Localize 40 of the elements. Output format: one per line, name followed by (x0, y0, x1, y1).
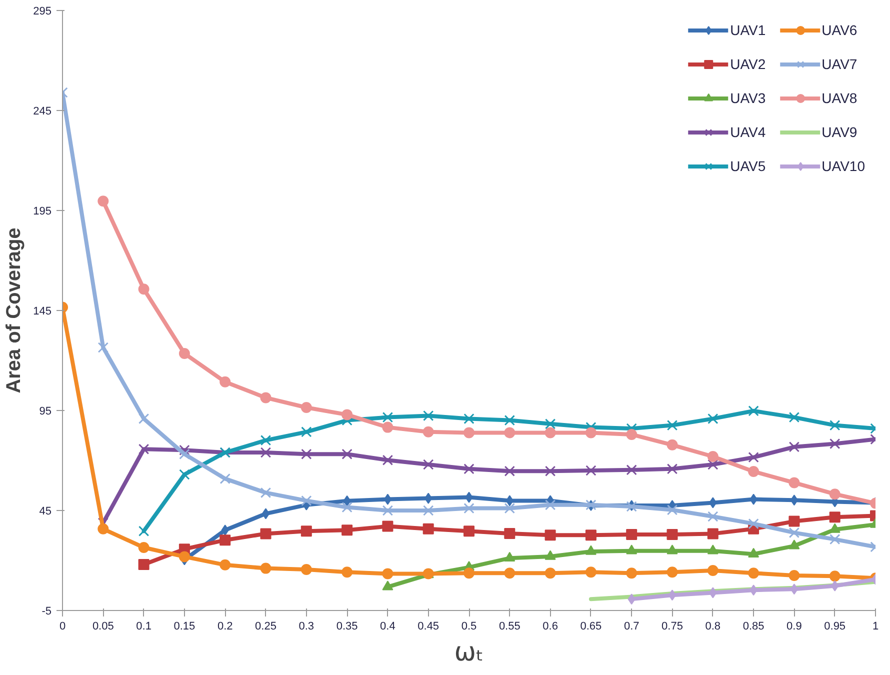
x-tick-label: 0.05 (92, 620, 114, 632)
legend-label: UAV1 (730, 22, 766, 38)
x-tick-label: 0.35 (336, 620, 358, 632)
x-tick-label: 0.5 (461, 620, 477, 632)
legend-label: UAV4 (730, 124, 766, 140)
x-tick-label: 0.45 (418, 620, 440, 632)
x-tick-label: 0.4 (380, 620, 396, 632)
y-axis-title: Area of Coverage (3, 228, 26, 394)
legend-label: UAV8 (822, 90, 858, 106)
legend-label: UAV2 (730, 56, 766, 72)
y-tick-label: 145 (33, 306, 52, 318)
legend-label: UAV3 (730, 90, 766, 106)
x-tick-label: 0 (59, 620, 66, 632)
x-tick-label: 1 (872, 620, 879, 632)
y-tick-label: 195 (33, 206, 52, 218)
x-tick-label: 0.6 (542, 620, 558, 632)
x-tick-label: 0.3 (298, 620, 314, 632)
y-tick-label: -5 (42, 606, 52, 618)
legend-label: UAV9 (822, 124, 858, 140)
y-tick-label: 295 (33, 6, 52, 18)
legend-label: UAV6 (822, 22, 858, 38)
x-tick-label: 0.25 (255, 620, 276, 632)
x-tick-label: 0.65 (580, 620, 602, 632)
legend-label: UAV5 (730, 158, 766, 174)
x-tick-label: 0.95 (824, 620, 846, 632)
x-tick-label: 0.9 (786, 620, 802, 632)
x-tick-label: 0.8 (705, 620, 721, 632)
y-tick-label: 95 (39, 406, 52, 418)
y-tick-label: 245 (33, 106, 52, 118)
x-tick-label: 0.85 (742, 620, 764, 632)
x-tick-label: 0.1 (136, 620, 152, 632)
legend-label: UAV7 (822, 56, 858, 72)
y-tick-label: 45 (39, 506, 52, 518)
x-axis-title: ωₜ (454, 638, 484, 668)
x-tick-label: 0.55 (498, 620, 520, 632)
x-tick-label: 0.2 (217, 620, 233, 632)
legend-label: UAV10 (822, 158, 865, 174)
x-tick-label: 0.7 (624, 620, 640, 632)
x-tick-label: 0.15 (174, 620, 196, 632)
x-tick-label: 0.75 (662, 620, 683, 632)
